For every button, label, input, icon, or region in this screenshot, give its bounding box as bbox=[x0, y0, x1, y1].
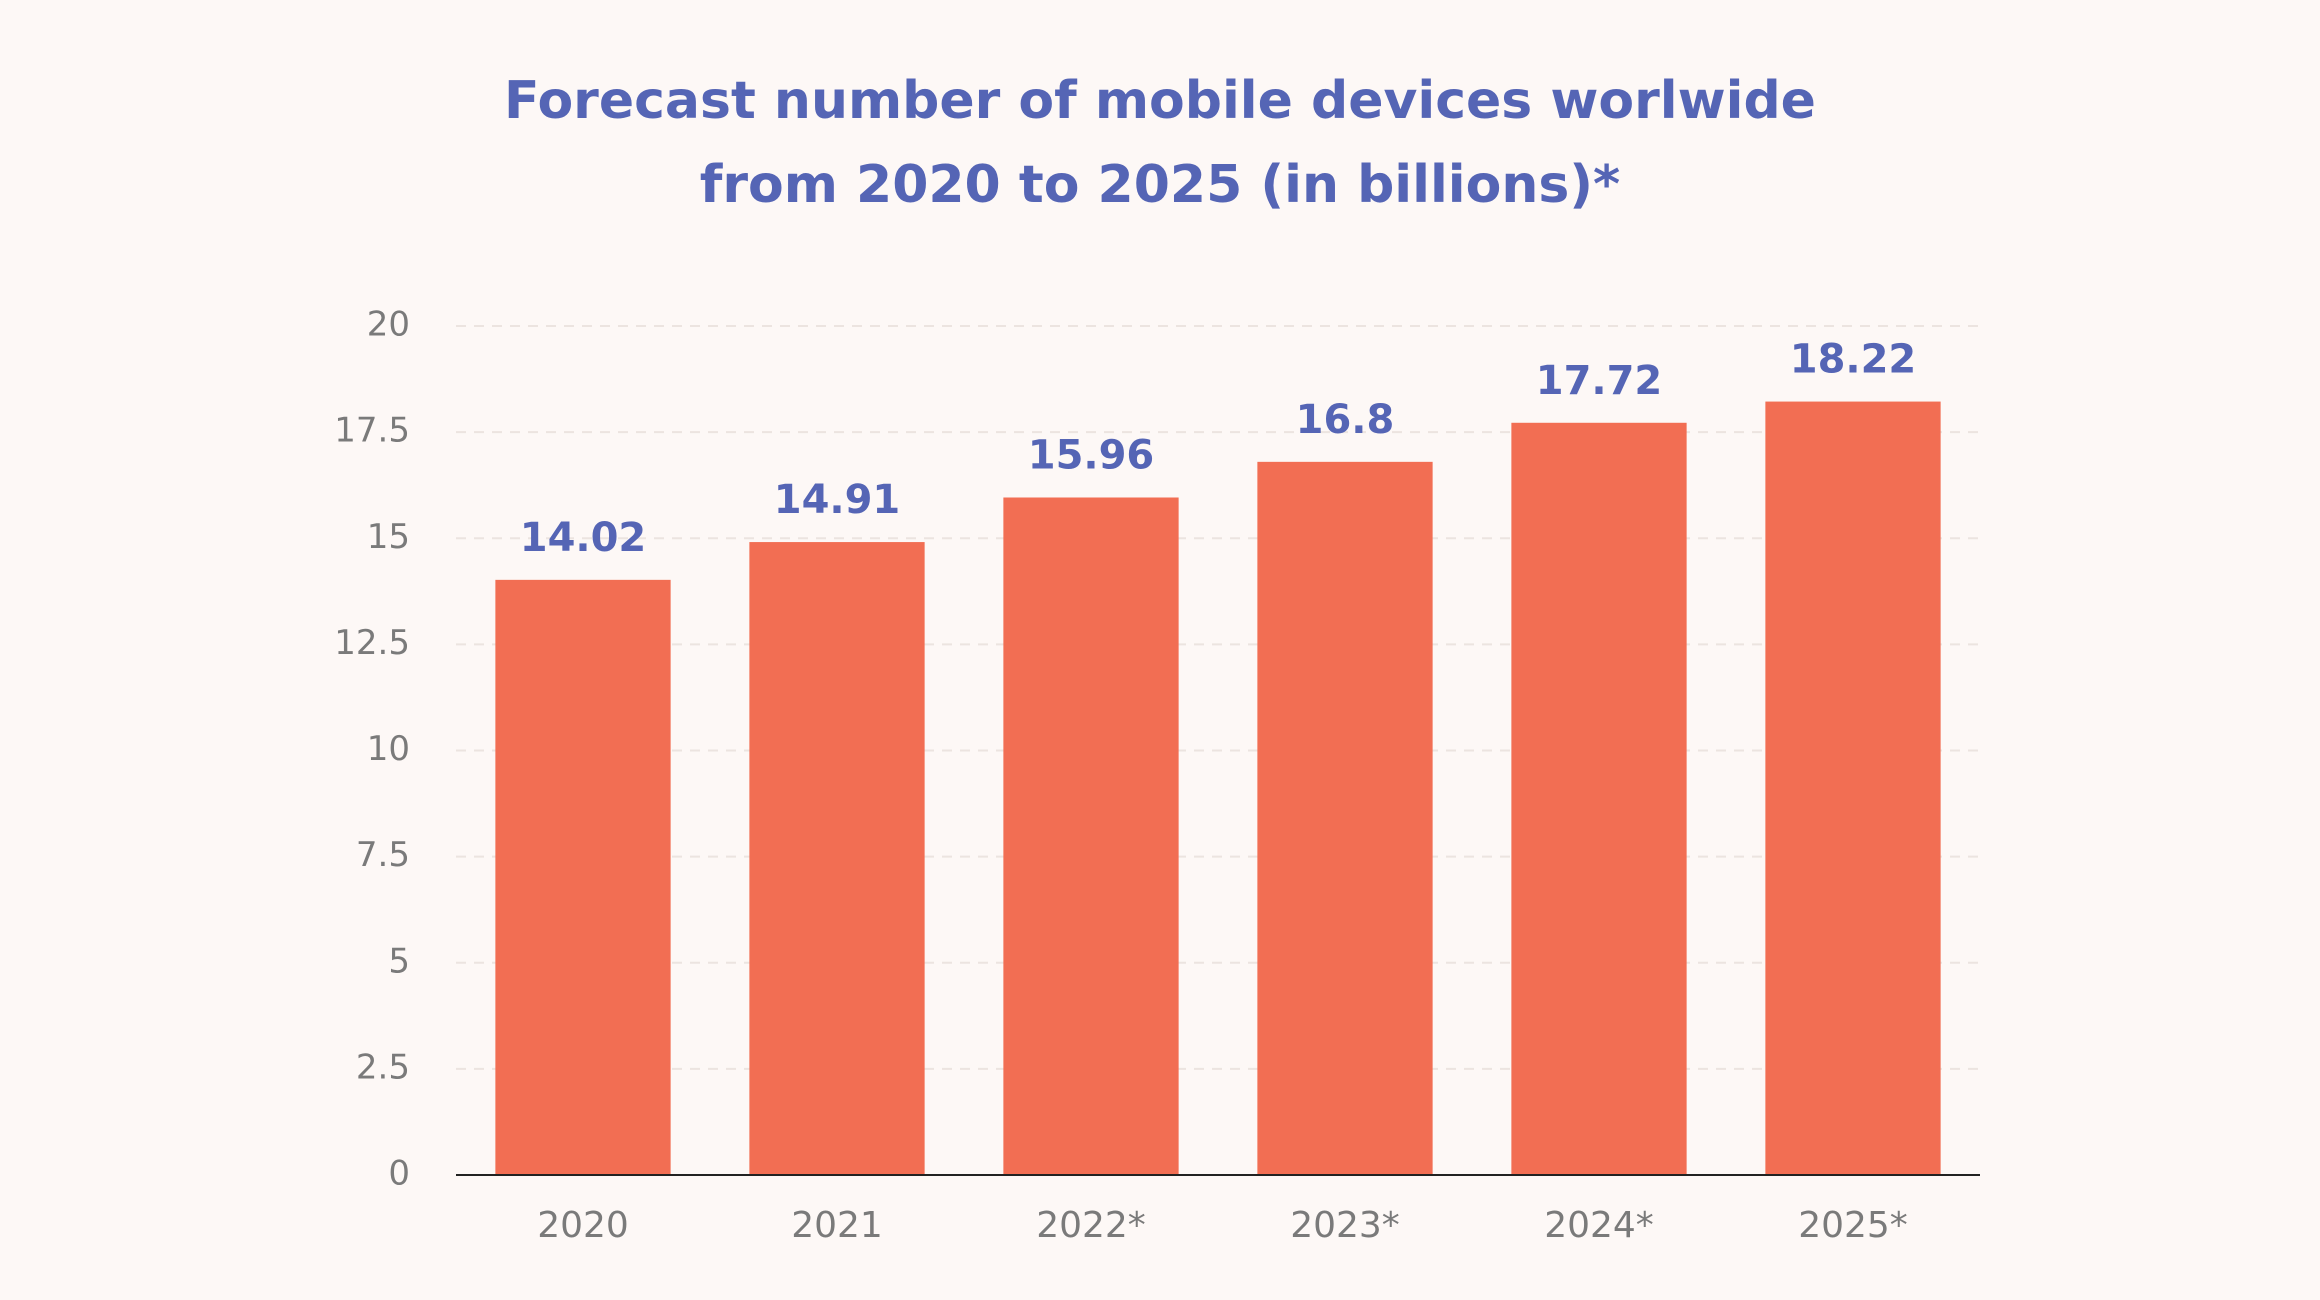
chart-title: Forecast number of mobile devices worlwi… bbox=[504, 71, 1816, 131]
y-tick-label: 2.5 bbox=[356, 1047, 410, 1087]
value-label: 14.91 bbox=[774, 477, 901, 523]
value-label: 16.8 bbox=[1296, 397, 1395, 443]
y-tick-label: 20 bbox=[367, 305, 410, 345]
x-tick-label: 2024* bbox=[1544, 1205, 1654, 1246]
value-label: 17.72 bbox=[1536, 358, 1663, 404]
value-label: 18.22 bbox=[1790, 337, 1917, 383]
bar bbox=[749, 542, 925, 1175]
y-tick-label: 7.5 bbox=[356, 835, 410, 875]
y-tick-label: 5 bbox=[388, 941, 410, 981]
chart-title: from 2020 to 2025 (in billions)* bbox=[700, 155, 1621, 215]
bar bbox=[1511, 422, 1687, 1175]
y-tick-label: 17.5 bbox=[334, 411, 410, 451]
y-tick-label: 0 bbox=[388, 1154, 410, 1194]
y-tick-label: 10 bbox=[367, 729, 410, 769]
bar bbox=[1765, 401, 1941, 1175]
y-tick-label: 12.5 bbox=[334, 623, 410, 663]
x-tick-label: 2020 bbox=[537, 1205, 629, 1246]
bar bbox=[1257, 461, 1433, 1176]
bar bbox=[495, 579, 671, 1175]
x-tick-label: 2021 bbox=[791, 1205, 883, 1246]
value-label: 14.02 bbox=[520, 515, 647, 561]
x-tick-label: 2023* bbox=[1290, 1205, 1400, 1246]
value-label: 15.96 bbox=[1028, 432, 1155, 478]
x-tick-label: 2022* bbox=[1036, 1205, 1146, 1246]
bar bbox=[1003, 497, 1179, 1175]
x-tick-label: 2025* bbox=[1798, 1205, 1908, 1246]
y-tick-label: 15 bbox=[367, 517, 410, 557]
